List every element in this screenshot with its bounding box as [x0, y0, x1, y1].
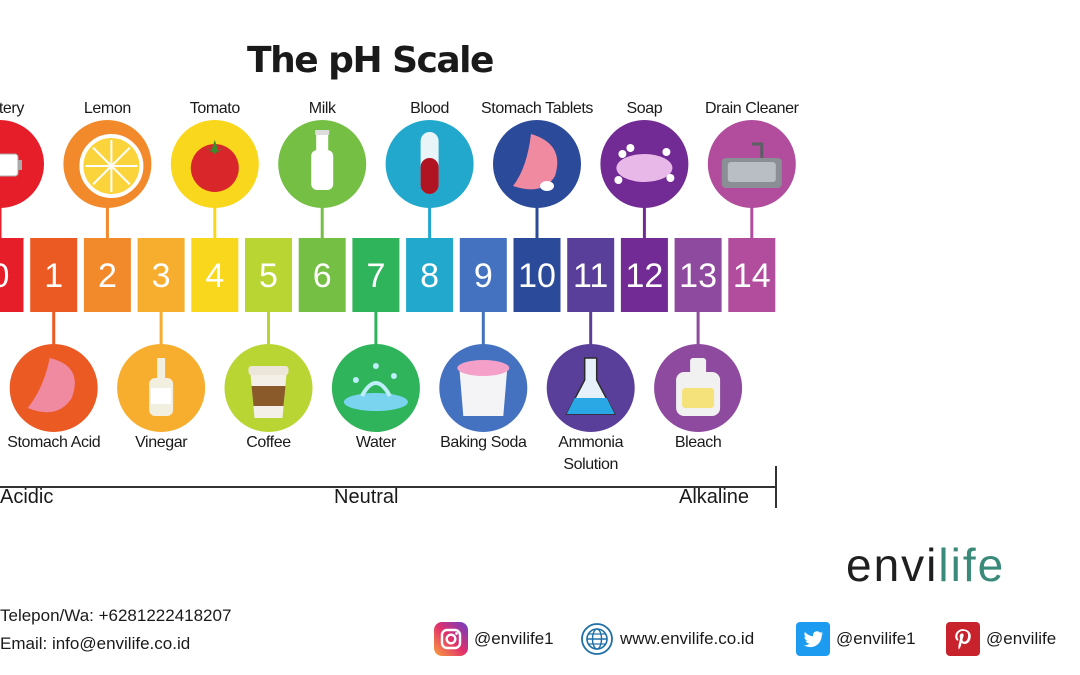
ph-box-bg — [674, 238, 722, 312]
item-label-baking-soda: Baking Soda — [440, 434, 527, 451]
ph-value: 5 — [259, 257, 278, 295]
ph-value: 1 — [44, 257, 63, 295]
ammonia-icon — [546, 312, 635, 432]
ph-box-bg — [245, 238, 292, 312]
ph-box-bg — [83, 238, 131, 312]
ph-value: 14 — [733, 257, 771, 295]
ph-box-0: 0 — [0, 238, 24, 312]
twitter-icon — [796, 622, 830, 656]
bleach-icon — [654, 312, 743, 432]
item-label-coffee: Coffee — [246, 434, 291, 451]
tomato-icon — [170, 120, 259, 238]
neutral-label: Neutral — [334, 486, 399, 508]
ph-box-3: 3 — [137, 238, 185, 312]
vinegar-icon — [117, 312, 206, 432]
drain-cleaner-icon — [707, 120, 796, 238]
stomach-acid-icon — [9, 312, 98, 432]
ph-box-10: 10 — [513, 238, 561, 312]
ph-box-4: 4 — [191, 238, 239, 312]
ph-value: 9 — [474, 257, 493, 295]
ph-value: 12 — [625, 257, 663, 295]
ph-box-1: 1 — [30, 238, 78, 312]
page-title: The pH Scale — [247, 40, 494, 81]
ph-value: 4 — [205, 257, 224, 295]
ph-value: 13 — [679, 257, 717, 295]
ph-box-bg — [513, 238, 561, 312]
ph-value: 8 — [420, 257, 439, 295]
globe-icon — [580, 622, 614, 656]
pinterest-icon — [946, 622, 980, 656]
ph-box-bg — [406, 238, 454, 312]
acidity-axis — [0, 466, 777, 508]
ph-box-5: 5 — [245, 238, 292, 312]
contact-email: Email: info@envilife.co.id — [0, 634, 191, 653]
social-website[interactable]: www.envilife.co.id — [580, 622, 754, 656]
ph-box-13: 13 — [674, 238, 722, 312]
item-label-tomato: Tomato — [189, 100, 240, 117]
battery-icon — [0, 120, 44, 238]
ph-box-7: 7 — [352, 238, 400, 312]
item-label-lemon: Lemon — [83, 100, 131, 117]
ph-value: 2 — [98, 257, 117, 295]
ph-box-8: 8 — [406, 238, 454, 312]
ph-scale-diagram: 01234567891011121314 — [0, 120, 796, 508]
ph-value: 11 — [573, 257, 608, 295]
logo-life: life — [938, 539, 1006, 591]
stomach-tablets-icon — [493, 120, 581, 238]
ph-value: 10 — [518, 257, 556, 295]
ph-box-11: 11 — [567, 238, 615, 312]
item-label-bleach: Bleach — [674, 434, 722, 451]
blood-icon — [385, 120, 474, 238]
pinterest-handle: @envilife — [986, 629, 1057, 648]
ph-value: 7 — [366, 257, 385, 295]
ph-box-bg — [298, 238, 346, 312]
item-label-battery: Battery — [0, 100, 24, 117]
ph-box-2: 2 — [83, 238, 131, 312]
item-label-ammonia: Ammonia Solution — [558, 434, 624, 473]
milk-icon — [278, 120, 367, 238]
social-twitter[interactable]: @envilife1 — [796, 622, 916, 656]
ph-box-bg — [567, 238, 615, 312]
item-label-drain-cleaner: Drain Cleaner — [705, 100, 799, 117]
ph-box-bg — [728, 238, 776, 312]
acidic-label: Acidic — [0, 486, 54, 508]
ph-box-bg — [137, 238, 185, 312]
ph-box-bg — [30, 238, 78, 312]
social-instagram[interactable]: @envilife1 — [434, 622, 554, 656]
coffee-icon — [224, 312, 313, 432]
item-label-vinegar: Vinegar — [135, 434, 188, 451]
instagram-icon — [434, 622, 468, 656]
ph-box-9: 9 — [459, 238, 507, 312]
instagram-handle: @envilife1 — [474, 629, 554, 648]
item-label-stomach-tablets: Stomach Tablets — [481, 100, 593, 117]
ph-box-bg — [620, 238, 668, 312]
website-url: www.envilife.co.id — [620, 629, 755, 648]
ph-box-bg — [191, 238, 239, 312]
ph-box-bg — [459, 238, 507, 312]
contact-phone: Telepon/Wa: +6281222418207 — [0, 606, 232, 625]
baking-soda-icon — [439, 312, 528, 432]
lemon-icon — [63, 120, 152, 238]
ph-box-14: 14 — [728, 238, 776, 312]
ph-box-bg — [352, 238, 400, 312]
ph-box-12: 12 — [620, 238, 668, 312]
ph-box-6: 6 — [298, 238, 346, 312]
item-label-water: Water — [355, 434, 396, 451]
ph-value: 3 — [152, 257, 171, 295]
envilife-logo: envi life — [846, 535, 1005, 595]
icon-circle — [331, 344, 420, 432]
item-label-blood: Blood — [410, 100, 450, 117]
item-label-stomach-acid: Stomach Acid — [7, 434, 101, 451]
ph-value: 6 — [313, 257, 332, 295]
ph-box-bg — [0, 238, 24, 312]
item-label-milk: Milk — [308, 100, 336, 117]
social-pinterest[interactable]: @envilife — [946, 622, 1056, 656]
item-label-soap: Soap — [626, 100, 663, 117]
water-icon — [331, 312, 420, 432]
logo-envi: envi — [846, 539, 939, 591]
soap-icon — [600, 120, 689, 238]
alkaline-label: Alkaline — [679, 486, 750, 508]
ph-value: 0 — [0, 257, 9, 295]
twitter-handle: @envilife1 — [836, 629, 916, 648]
